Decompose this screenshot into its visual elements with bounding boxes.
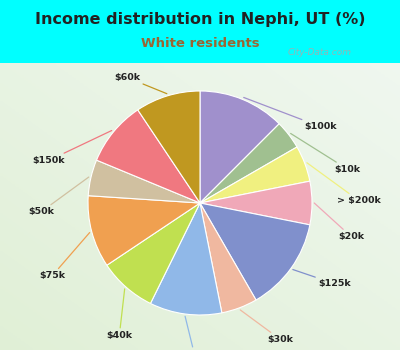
Wedge shape [200,203,256,313]
Text: > $200k: > $200k [307,163,381,205]
Wedge shape [138,91,200,203]
Text: $200k: $200k [178,316,211,350]
Text: $100k: $100k [244,97,337,131]
Wedge shape [88,160,200,203]
Text: $50k: $50k [28,177,89,216]
Text: $125k: $125k [293,270,351,288]
Text: $150k: $150k [32,131,112,165]
Wedge shape [200,203,310,300]
Wedge shape [107,203,200,303]
Text: White residents: White residents [141,37,259,50]
Text: $75k: $75k [39,232,90,280]
Wedge shape [200,124,297,203]
Text: City-Data.com: City-Data.com [287,48,351,57]
Wedge shape [200,91,279,203]
Text: $60k: $60k [114,73,167,94]
Wedge shape [200,147,310,203]
Text: $10k: $10k [291,133,361,174]
Wedge shape [96,110,200,203]
Wedge shape [150,203,222,315]
Text: $30k: $30k [240,310,294,344]
Wedge shape [88,196,200,265]
Wedge shape [200,181,312,225]
Text: $40k: $40k [106,289,132,340]
Text: $20k: $20k [314,203,364,241]
Text: Income distribution in Nephi, UT (%): Income distribution in Nephi, UT (%) [35,12,365,27]
